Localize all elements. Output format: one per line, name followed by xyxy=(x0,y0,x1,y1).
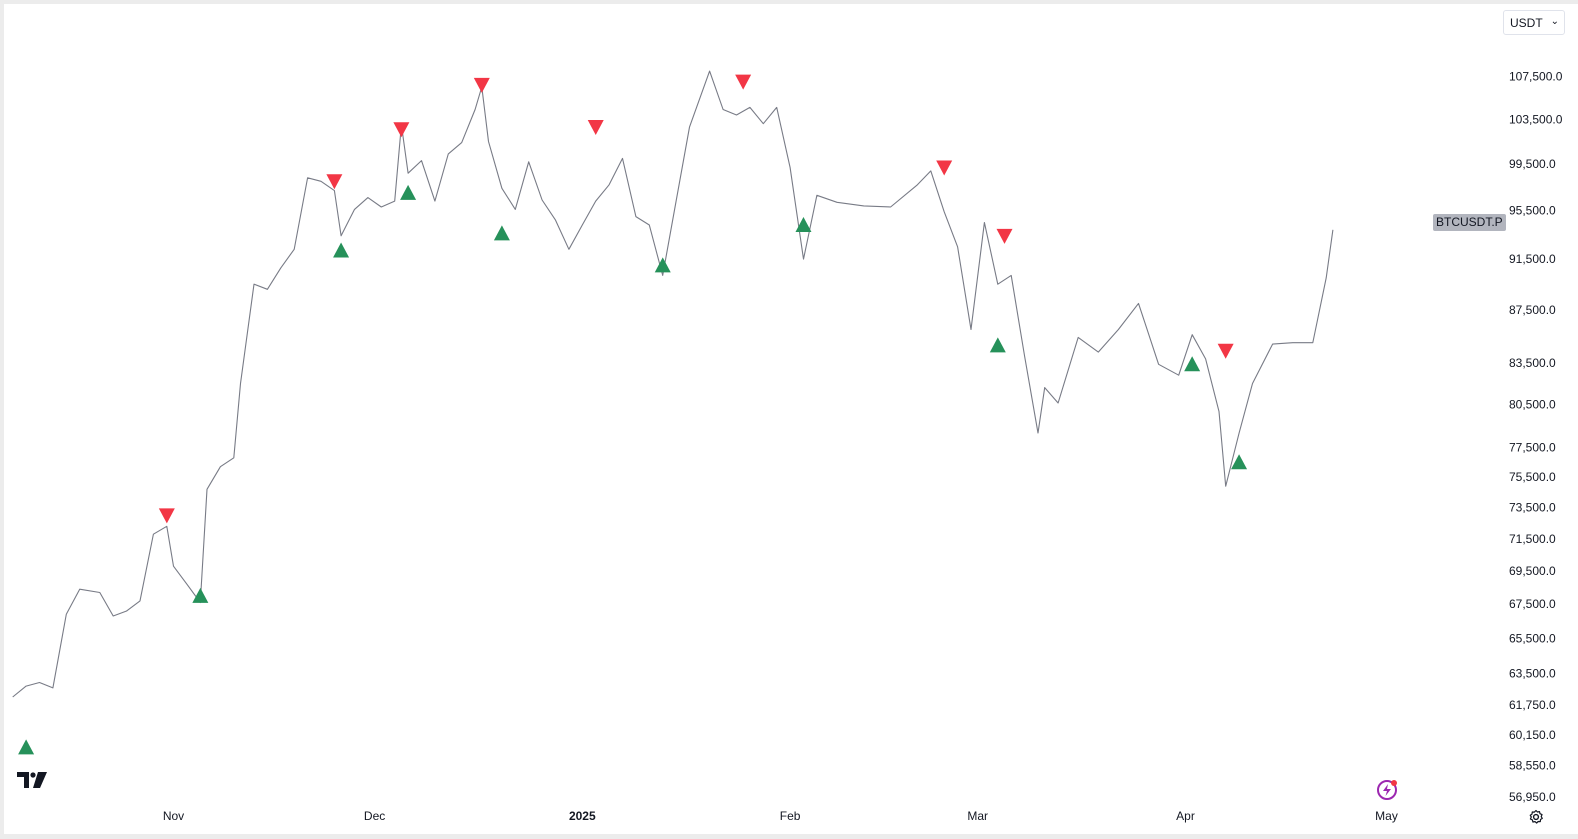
y-tick-label: 67,500.0 xyxy=(1509,597,1556,611)
sell-signal-marker[interactable] xyxy=(326,174,343,190)
buy-signal-marker[interactable] xyxy=(192,587,209,603)
buy-signal-marker[interactable] xyxy=(654,257,671,273)
buy-signal-marker[interactable] xyxy=(795,216,812,232)
currency-label: USDT xyxy=(1510,15,1543,30)
sell-signal-marker[interactable] xyxy=(996,228,1013,244)
x-tick-label: Apr xyxy=(1176,809,1195,823)
y-tick-label: 99,500.0 xyxy=(1509,157,1556,171)
sell-signal-marker[interactable] xyxy=(473,77,490,93)
sell-signal-marker[interactable] xyxy=(393,122,410,138)
y-tick-label: 60,150.0 xyxy=(1509,728,1556,742)
buy-signal-marker[interactable] xyxy=(989,337,1006,353)
chevron-down-icon: ⌄ xyxy=(1550,16,1559,27)
lightning-icon[interactable] xyxy=(1376,779,1398,801)
x-tick-label: Nov xyxy=(163,809,184,823)
y-tick-label: 103,500.0 xyxy=(1509,112,1563,126)
y-tick-label: 77,500.0 xyxy=(1509,441,1556,455)
x-tick-label: Dec xyxy=(364,809,385,823)
markers-layer xyxy=(18,74,1248,755)
sell-signal-marker[interactable] xyxy=(735,74,752,90)
y-tick-label: 71,500.0 xyxy=(1509,532,1556,546)
buy-signal-marker[interactable] xyxy=(400,184,417,200)
y-tick-label: 91,500.0 xyxy=(1509,252,1556,266)
buy-signal-marker[interactable] xyxy=(493,225,510,241)
sell-signal-marker[interactable] xyxy=(936,160,953,176)
symbol-label: BTCUSDT.P xyxy=(1433,214,1506,231)
y-tick-label: 58,550.0 xyxy=(1509,759,1556,773)
sell-signal-marker[interactable] xyxy=(587,120,604,136)
x-tick-label: May xyxy=(1375,809,1398,823)
price-line xyxy=(12,70,1334,698)
y-tick-label: 107,500.0 xyxy=(1509,69,1563,83)
x-axis[interactable]: Nov Dec 2025 Feb Mar Apr May xyxy=(163,809,1398,823)
buy-signal-marker[interactable] xyxy=(1231,454,1248,470)
x-tick-label: Mar xyxy=(967,809,988,823)
y-axis[interactable]: 107,500.0 103,500.0 99,500.0 95,500.0 91,500… xyxy=(1509,69,1563,804)
y-tick-label: 65,500.0 xyxy=(1509,631,1556,645)
y-tick-label: 75,500.0 xyxy=(1509,470,1556,484)
x-tick-label: Feb xyxy=(780,809,801,823)
sell-signal-marker[interactable] xyxy=(158,508,175,524)
y-tick-label: 83,500.0 xyxy=(1509,356,1556,370)
y-tick-label: 73,500.0 xyxy=(1509,501,1556,515)
tradingview-logo-icon[interactable] xyxy=(17,772,49,790)
y-tick-label: 69,500.0 xyxy=(1509,564,1556,578)
sell-signal-marker[interactable] xyxy=(1217,343,1234,359)
y-tick-label: 63,500.0 xyxy=(1509,667,1556,681)
gear-icon[interactable] xyxy=(1528,809,1544,825)
y-tick-label: 56,950.0 xyxy=(1509,790,1556,804)
buy-signal-marker[interactable] xyxy=(18,739,35,755)
y-tick-label: 95,500.0 xyxy=(1509,204,1556,218)
y-tick-label: 87,500.0 xyxy=(1509,303,1556,317)
currency-select[interactable]: USDT ⌄ xyxy=(1503,10,1565,35)
x-tick-label: 2025 xyxy=(569,809,596,823)
buy-signal-marker[interactable] xyxy=(1184,356,1201,372)
buy-signal-marker[interactable] xyxy=(333,242,350,258)
y-tick-label: 61,750.0 xyxy=(1509,698,1556,712)
y-tick-label: 80,500.0 xyxy=(1509,397,1556,411)
series-layer xyxy=(12,70,1334,698)
